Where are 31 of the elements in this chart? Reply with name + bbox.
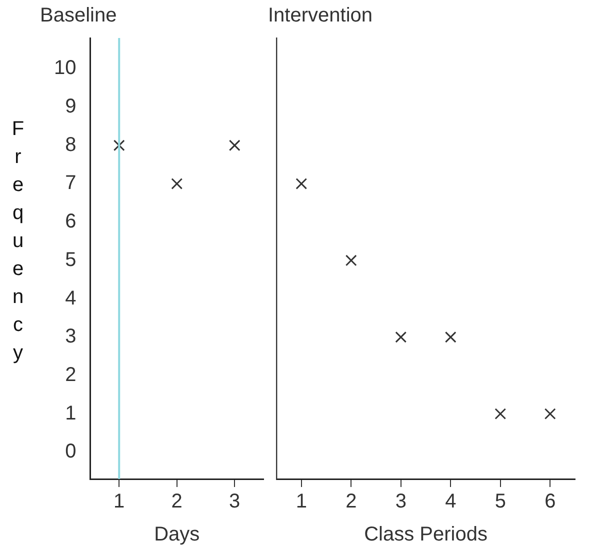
chart-title: Baseline xyxy=(40,4,117,27)
x-tick-label: 2 xyxy=(171,490,182,513)
x-axis-title: Class Periods xyxy=(364,524,488,546)
chart-title: Intervention xyxy=(268,4,373,27)
x-tick-label: 3 xyxy=(229,490,240,513)
y-axis-title: Frequency xyxy=(6,118,29,370)
y-tick-label: 2 xyxy=(65,364,76,386)
x-tick-label: 1 xyxy=(296,490,307,513)
point xyxy=(296,178,308,190)
y-tick-label: 6 xyxy=(65,210,76,233)
point xyxy=(345,254,357,266)
y-tick-label: 3 xyxy=(65,326,76,348)
y-tick-label: 9 xyxy=(65,96,76,118)
x-tick-label: 1 xyxy=(114,490,125,513)
x-tick-label: 6 xyxy=(544,490,556,513)
point xyxy=(494,408,506,420)
x-tick-label: 5 xyxy=(494,490,506,513)
y-tick-label: 10 xyxy=(54,57,76,80)
y-tick-label: 5 xyxy=(65,248,76,271)
y-tick-label: 8 xyxy=(65,134,76,156)
x-tick-label: 3 xyxy=(395,490,406,513)
x-tick-label: 4 xyxy=(445,490,456,513)
point xyxy=(544,408,556,420)
y-tick-label: 7 xyxy=(65,172,76,194)
y-tick-label: 0 xyxy=(65,440,76,463)
y-tick-label: 1 xyxy=(65,402,76,424)
x-tick-label: 2 xyxy=(346,490,357,513)
x-axis-title: Days xyxy=(154,524,200,546)
y-tick-label: 4 xyxy=(65,287,76,310)
point xyxy=(395,331,407,343)
point xyxy=(444,331,456,343)
